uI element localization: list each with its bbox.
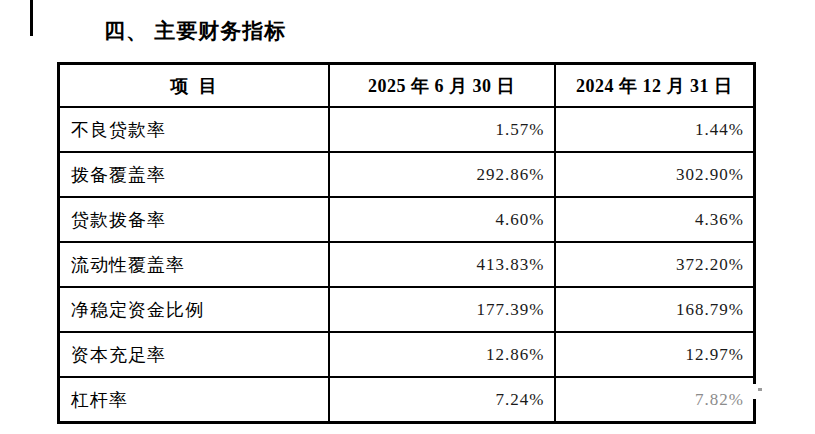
- value-2024: 7.82%: [555, 377, 755, 423]
- row-label: 不良贷款率: [59, 107, 329, 152]
- table-row: 净稳定资金比例 177.39% 168.79%: [59, 287, 755, 332]
- table-row: 贷款拨备率 4.60% 4.36%: [59, 197, 755, 242]
- financial-indicators-table: 项 目 2025 年 6 月 30 日 2024 年 12 月 31 日 不良贷…: [57, 62, 756, 424]
- table-row: 资本充足率 12.86% 12.97%: [59, 332, 755, 377]
- section-title: 四、 主要财务指标: [104, 17, 286, 45]
- row-label: 资本充足率: [59, 332, 329, 377]
- value-2025: 292.86%: [329, 152, 555, 197]
- value-2024: 12.97%: [555, 332, 755, 377]
- column-header-2024-12-31: 2024 年 12 月 31 日: [555, 64, 755, 108]
- row-label: 净稳定资金比例: [59, 287, 329, 332]
- table-row: 杠杆率 7.24% 7.82%: [59, 377, 755, 423]
- row-label: 贷款拨备率: [59, 197, 329, 242]
- row-label: 拨备覆盖率: [59, 152, 329, 197]
- value-2025: 4.60%: [329, 197, 555, 242]
- value-2024: 168.79%: [555, 287, 755, 332]
- value-2025: 7.24%: [329, 377, 555, 423]
- border-notch-artifact: [749, 384, 758, 399]
- table-row: 拨备覆盖率 292.86% 302.90%: [59, 152, 755, 197]
- column-header-2025-06-30: 2025 年 6 月 30 日: [329, 64, 555, 108]
- value-2025: 413.83%: [329, 242, 555, 287]
- value-2025: 12.86%: [329, 332, 555, 377]
- table-row: 不良贷款率 1.57% 1.44%: [59, 107, 755, 152]
- row-label: 杠杆率: [59, 377, 329, 423]
- notch-speck-artifact: [758, 388, 762, 391]
- value-2025: 177.39%: [329, 287, 555, 332]
- table-header-row: 项 目 2025 年 6 月 30 日 2024 年 12 月 31 日: [59, 64, 755, 108]
- value-2024: 1.44%: [555, 107, 755, 152]
- table-row: 流动性覆盖率 413.83% 372.20%: [59, 242, 755, 287]
- value-2024: 4.36%: [555, 197, 755, 242]
- value-2024: 372.20%: [555, 242, 755, 287]
- value-2025: 1.57%: [329, 107, 555, 152]
- column-header-item: 项 目: [59, 64, 329, 108]
- stray-cursor-mark: [30, 0, 33, 36]
- value-2024: 302.90%: [555, 152, 755, 197]
- row-label: 流动性覆盖率: [59, 242, 329, 287]
